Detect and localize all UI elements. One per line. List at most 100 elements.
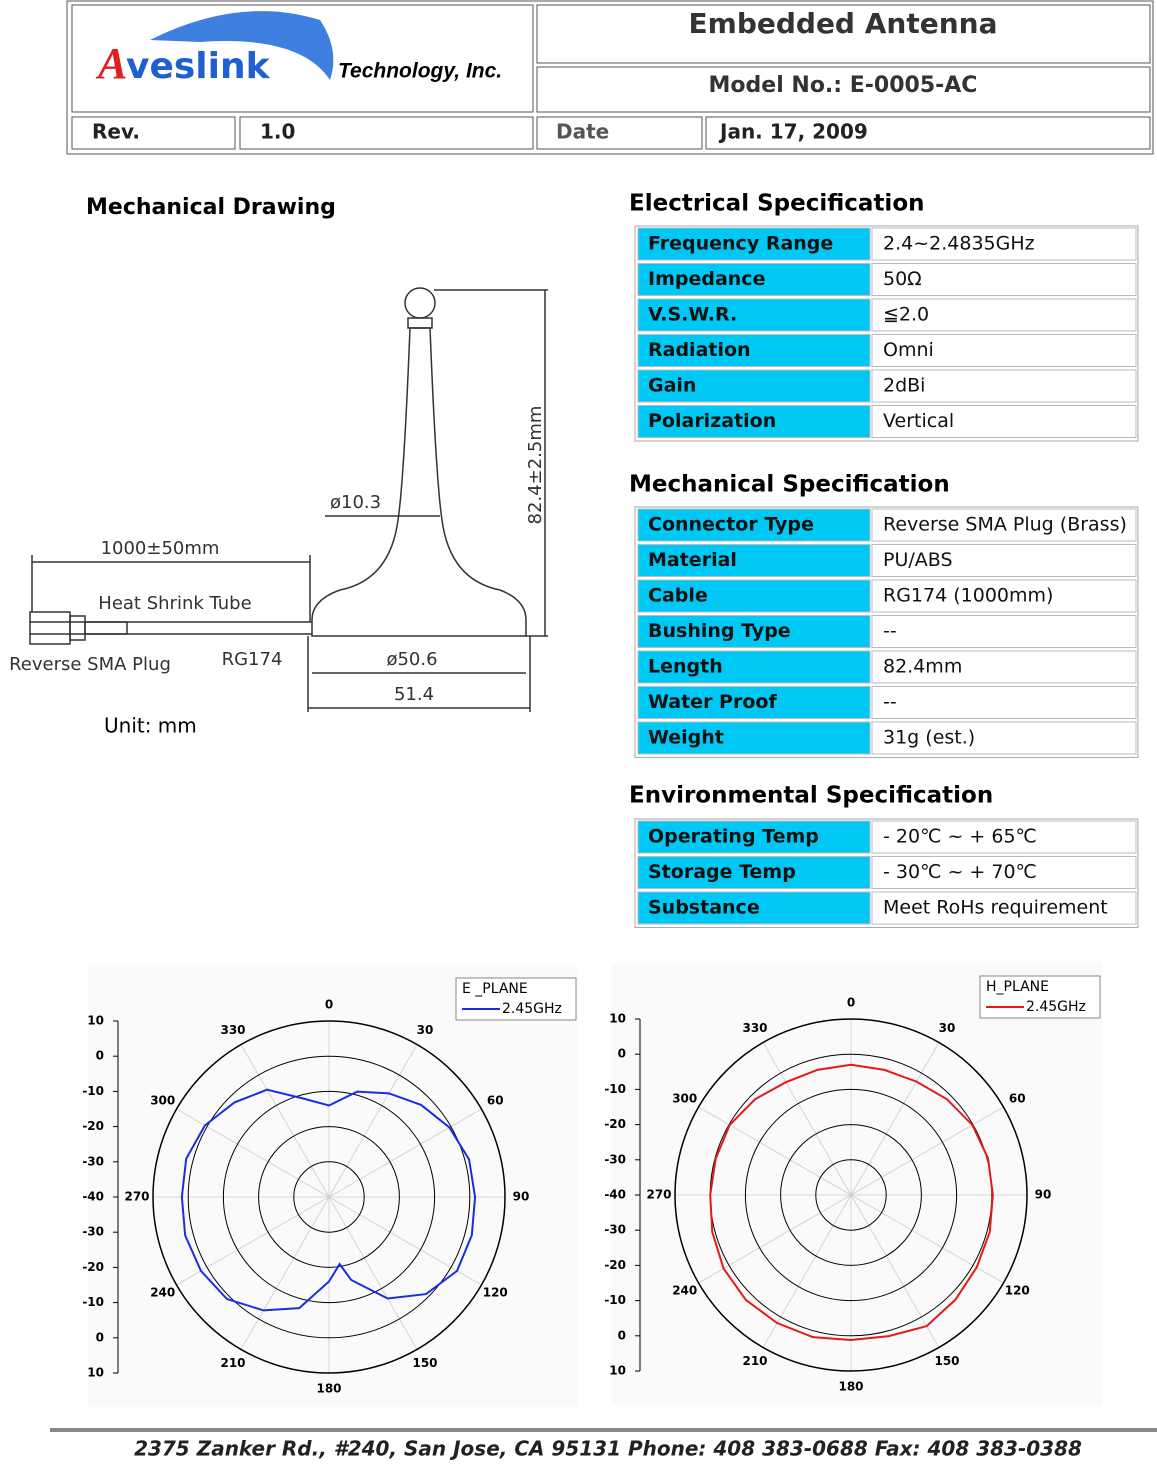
spoke: [240, 1196, 330, 1350]
dim-label: Heat Shrink Tube: [98, 593, 251, 614]
dim-label: RG174: [222, 649, 283, 670]
theta-label: 270: [124, 1190, 149, 1204]
legend-label: 2.45GHz: [1026, 999, 1086, 1015]
label-cell: [637, 650, 871, 684]
value-cell: [871, 508, 1137, 542]
spoke: [762, 1042, 852, 1196]
legend-box: [979, 975, 1101, 1019]
label-cell: [637, 298, 871, 332]
value-cell: [871, 686, 1137, 719]
theta-label: 30: [417, 1023, 434, 1037]
r-tick-label: -20: [82, 1119, 104, 1133]
spec-label: Water Proof: [648, 691, 777, 713]
connector: [69, 615, 86, 641]
r-tick-label: 0: [96, 1049, 104, 1063]
r-tick-label: -30: [82, 1154, 104, 1168]
legend-box: [455, 977, 577, 1021]
r-tick-label: 0: [618, 1047, 626, 1061]
model-cell: [536, 66, 1151, 113]
spec-label: Weight: [648, 727, 724, 749]
theta-label: 90: [1035, 1188, 1052, 1202]
spec-label: Substance: [648, 897, 760, 919]
heat-shrink: [84, 621, 128, 635]
spoke: [328, 1196, 482, 1286]
spoke: [850, 1194, 1004, 1284]
r-tick-label: -40: [604, 1188, 626, 1202]
spec-label: Material: [648, 549, 737, 571]
r-tick-label: -30: [604, 1223, 626, 1237]
theta-label: 180: [316, 1382, 341, 1396]
dim-label: Reverse SMA Plug: [9, 654, 171, 675]
chart-bg: [88, 965, 578, 1407]
label-cell: [637, 334, 871, 367]
theta-label: 180: [838, 1380, 863, 1394]
spec-value: PU/ABS: [883, 549, 953, 571]
ring: [744, 1088, 958, 1302]
dim-label: ø50.6: [386, 649, 437, 670]
ring: [258, 1126, 400, 1268]
model: Model No.: E-0005-AC: [709, 73, 978, 98]
rev: 1.0: [260, 120, 295, 144]
r-tick-label: -20: [82, 1260, 104, 1274]
spoke: [850, 1194, 940, 1348]
r-tick-label: -10: [82, 1295, 104, 1309]
ring: [152, 1020, 506, 1374]
spec-label: Operating Temp: [648, 826, 819, 848]
theta-label: 0: [325, 998, 333, 1012]
title-cell: [536, 4, 1151, 64]
antenna-collar: [407, 317, 433, 329]
date: Jan. 17, 2009: [718, 120, 868, 144]
theta-label: 330: [220, 1023, 245, 1037]
spoke: [176, 1196, 330, 1286]
theta-label: 240: [150, 1286, 175, 1300]
logo-name: veslink: [126, 46, 271, 87]
value-cell: [871, 891, 1137, 925]
value-cell: [871, 405, 1137, 438]
theta-label: 60: [1009, 1092, 1026, 1106]
value-cell: [871, 263, 1137, 296]
spoke: [762, 1194, 852, 1348]
value-cell: [871, 856, 1137, 889]
section-title: Mechanical Specification: [629, 472, 950, 498]
value-cell: [871, 615, 1137, 648]
header-border: [66, 0, 1154, 155]
drawing-labels: ø10.3 82.4±2.5mm 1000±50mm Heat Shrink T…: [9, 406, 546, 738]
spec-label: Polarization: [648, 410, 776, 432]
label-cell: [637, 369, 871, 403]
value-cell: [871, 579, 1137, 613]
label-cell: [637, 508, 871, 542]
ring: [815, 1159, 887, 1231]
logo-initial: A: [95, 39, 127, 88]
section-title: Environmental Specification: [629, 783, 993, 809]
spec-value: ≦2.0: [883, 304, 929, 326]
theta-label: 120: [483, 1286, 508, 1300]
ring: [674, 1018, 1028, 1372]
spec-label: V.S.W.R.: [648, 304, 737, 326]
label-cell: [637, 263, 871, 296]
value-cell: [871, 227, 1137, 261]
spec-label: Impedance: [648, 268, 765, 290]
value-cell: [871, 721, 1137, 755]
theta-label: 60: [487, 1094, 504, 1108]
rev-label: Rev.: [92, 120, 140, 144]
section-title: Mechanical Drawing: [86, 195, 336, 220]
dim-label: 1000±50mm: [101, 538, 220, 559]
date-label: Date: [556, 120, 609, 144]
table-border: [634, 225, 1139, 442]
spec-label: Cable: [648, 585, 708, 607]
theta-label: 240: [672, 1284, 697, 1298]
label-cell: [637, 820, 871, 854]
label-cell: [637, 579, 871, 613]
spec-value: Vertical: [883, 410, 954, 432]
spec-value: - 30℃ ~ + 70℃: [883, 861, 1037, 883]
spoke: [850, 1106, 1004, 1196]
value-cell: [871, 650, 1137, 684]
cell: [536, 116, 703, 150]
legend-label: 2.45GHz: [502, 1001, 562, 1017]
r-tick-label: -30: [604, 1152, 626, 1166]
r-tick-label: 0: [96, 1330, 104, 1344]
label-cell: [637, 227, 871, 261]
legend-title: E _PLANE: [462, 981, 528, 997]
table-border: [634, 506, 1139, 758]
label-cell: [637, 686, 871, 719]
